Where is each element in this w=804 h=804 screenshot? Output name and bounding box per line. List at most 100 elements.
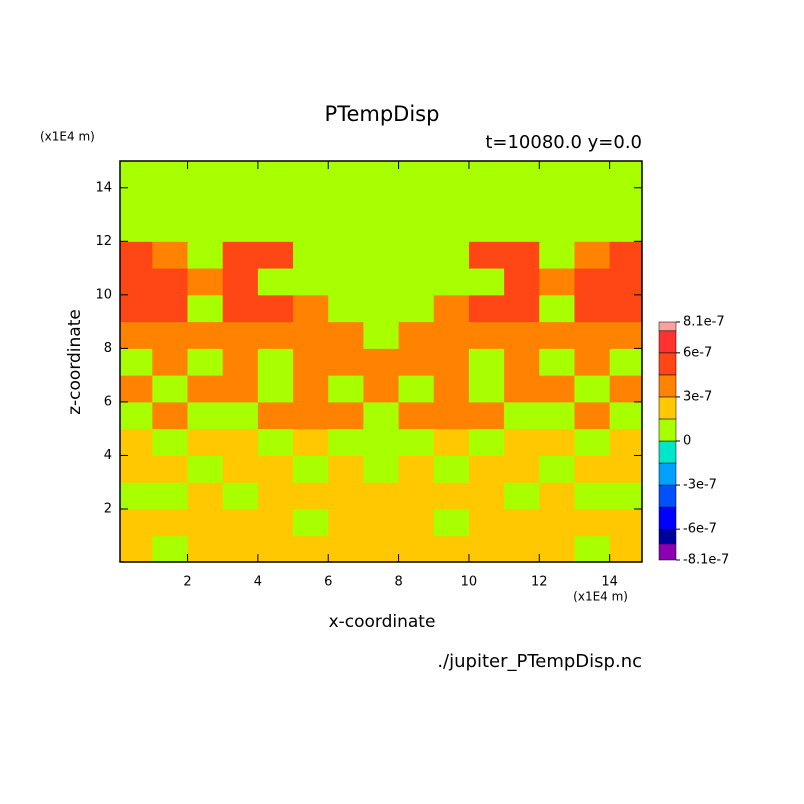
contour-cell	[539, 401, 575, 430]
colorbar-tick-label: -8.1e-7	[683, 553, 729, 568]
x-tick-label: 10	[461, 575, 478, 590]
contour-cell	[574, 241, 611, 269]
contour-cell	[152, 321, 189, 349]
contour-cell	[152, 294, 189, 323]
contour-cell	[609, 535, 642, 562]
source-label: ./jupiter_PTempDisp.nc	[437, 651, 642, 672]
x-tick-label: 14	[601, 575, 618, 590]
y-tick-label: 2	[104, 501, 112, 516]
colorbar-band	[658, 528, 677, 545]
contour-cell	[152, 268, 189, 296]
contour-cell	[398, 214, 435, 242]
contour-cell	[187, 455, 224, 483]
contour-cell	[609, 161, 642, 189]
contour-cell	[293, 187, 329, 216]
colorbar-band	[658, 543, 677, 561]
contour-cell	[363, 508, 400, 537]
y-tick-label: 8	[104, 341, 112, 356]
contour-cell	[187, 241, 224, 269]
contour-cell	[257, 455, 294, 483]
contour-cell	[433, 268, 470, 296]
colorbar-band	[658, 396, 677, 420]
contour-cell	[187, 482, 224, 510]
contour-cell	[257, 268, 294, 296]
contour-cell	[257, 294, 294, 323]
contour-cell	[187, 214, 224, 242]
contour-cell	[574, 321, 611, 349]
contour-cell	[398, 161, 435, 189]
contour-cell	[539, 348, 575, 376]
contour-cell	[120, 321, 153, 349]
contour-cell	[152, 401, 189, 430]
colorbar-tick-label: 0	[683, 434, 691, 449]
contour-cell	[363, 161, 400, 189]
contour-cell	[504, 482, 540, 510]
contour-cell	[539, 268, 575, 296]
contour-cell	[433, 482, 470, 510]
contour-cell	[574, 401, 611, 430]
contour-cell	[293, 294, 329, 323]
contour-cell	[152, 428, 189, 456]
contour-cell	[539, 455, 575, 483]
contour-cell	[120, 348, 153, 376]
contour-cell	[187, 348, 224, 376]
contour-cell	[539, 482, 575, 510]
contour-cell	[433, 187, 470, 216]
colorbar-band	[658, 484, 677, 508]
contour-cell	[293, 401, 329, 430]
contour-cell	[187, 401, 224, 430]
contour-cell	[504, 187, 540, 216]
contour-cell	[574, 482, 611, 510]
y-tick-label: 12	[95, 234, 112, 249]
contour-cell	[433, 455, 470, 483]
x-tick-label: 4	[254, 575, 262, 590]
contour-cell	[328, 428, 364, 456]
contour-cell	[363, 268, 400, 296]
contour-cell	[398, 535, 435, 562]
contour-cell	[293, 241, 329, 269]
contour-cell	[293, 455, 329, 483]
contour-cell	[433, 214, 470, 242]
contour-cell	[433, 535, 470, 562]
colorbar-band	[658, 440, 677, 464]
contour-cell	[609, 482, 642, 510]
contour-cell	[574, 348, 611, 376]
contour-cell	[504, 241, 540, 269]
contour-cell	[609, 375, 642, 403]
contour-cell	[328, 535, 364, 562]
y-axis-label: z-coordinate	[65, 309, 85, 415]
contour-cell	[120, 455, 153, 483]
contour-cell	[398, 482, 435, 510]
contour-cell	[398, 375, 435, 403]
contour-cell	[433, 241, 470, 269]
contour-cell	[257, 535, 294, 562]
contour-cell	[574, 508, 611, 537]
colorbar-band	[658, 462, 677, 486]
contour-cell	[468, 161, 505, 189]
contour-cell	[120, 214, 153, 242]
contour-cell	[398, 348, 435, 376]
contour-cell	[398, 321, 435, 349]
contour-cell	[504, 214, 540, 242]
contour-cell	[363, 348, 400, 376]
contour-cell	[120, 161, 153, 189]
contour-cell	[468, 321, 505, 349]
contour-cell	[187, 294, 224, 323]
colorbar-band	[658, 506, 677, 530]
contour-cell	[328, 241, 364, 269]
contour-cell	[398, 428, 435, 456]
contour-cell	[222, 375, 259, 403]
contour-cell	[328, 294, 364, 323]
contour-cell	[468, 348, 505, 376]
contour-cell	[504, 321, 540, 349]
contour-cell	[222, 241, 259, 269]
contour-cell	[187, 535, 224, 562]
contour-cell	[504, 508, 540, 537]
contour-cell	[398, 187, 435, 216]
contour-cell	[609, 268, 642, 296]
colorbar-tick-label: -6e-7	[683, 522, 717, 537]
contour-cell	[293, 268, 329, 296]
contour-cell	[468, 482, 505, 510]
contour-cell	[222, 508, 259, 537]
contour-cell	[152, 482, 189, 510]
